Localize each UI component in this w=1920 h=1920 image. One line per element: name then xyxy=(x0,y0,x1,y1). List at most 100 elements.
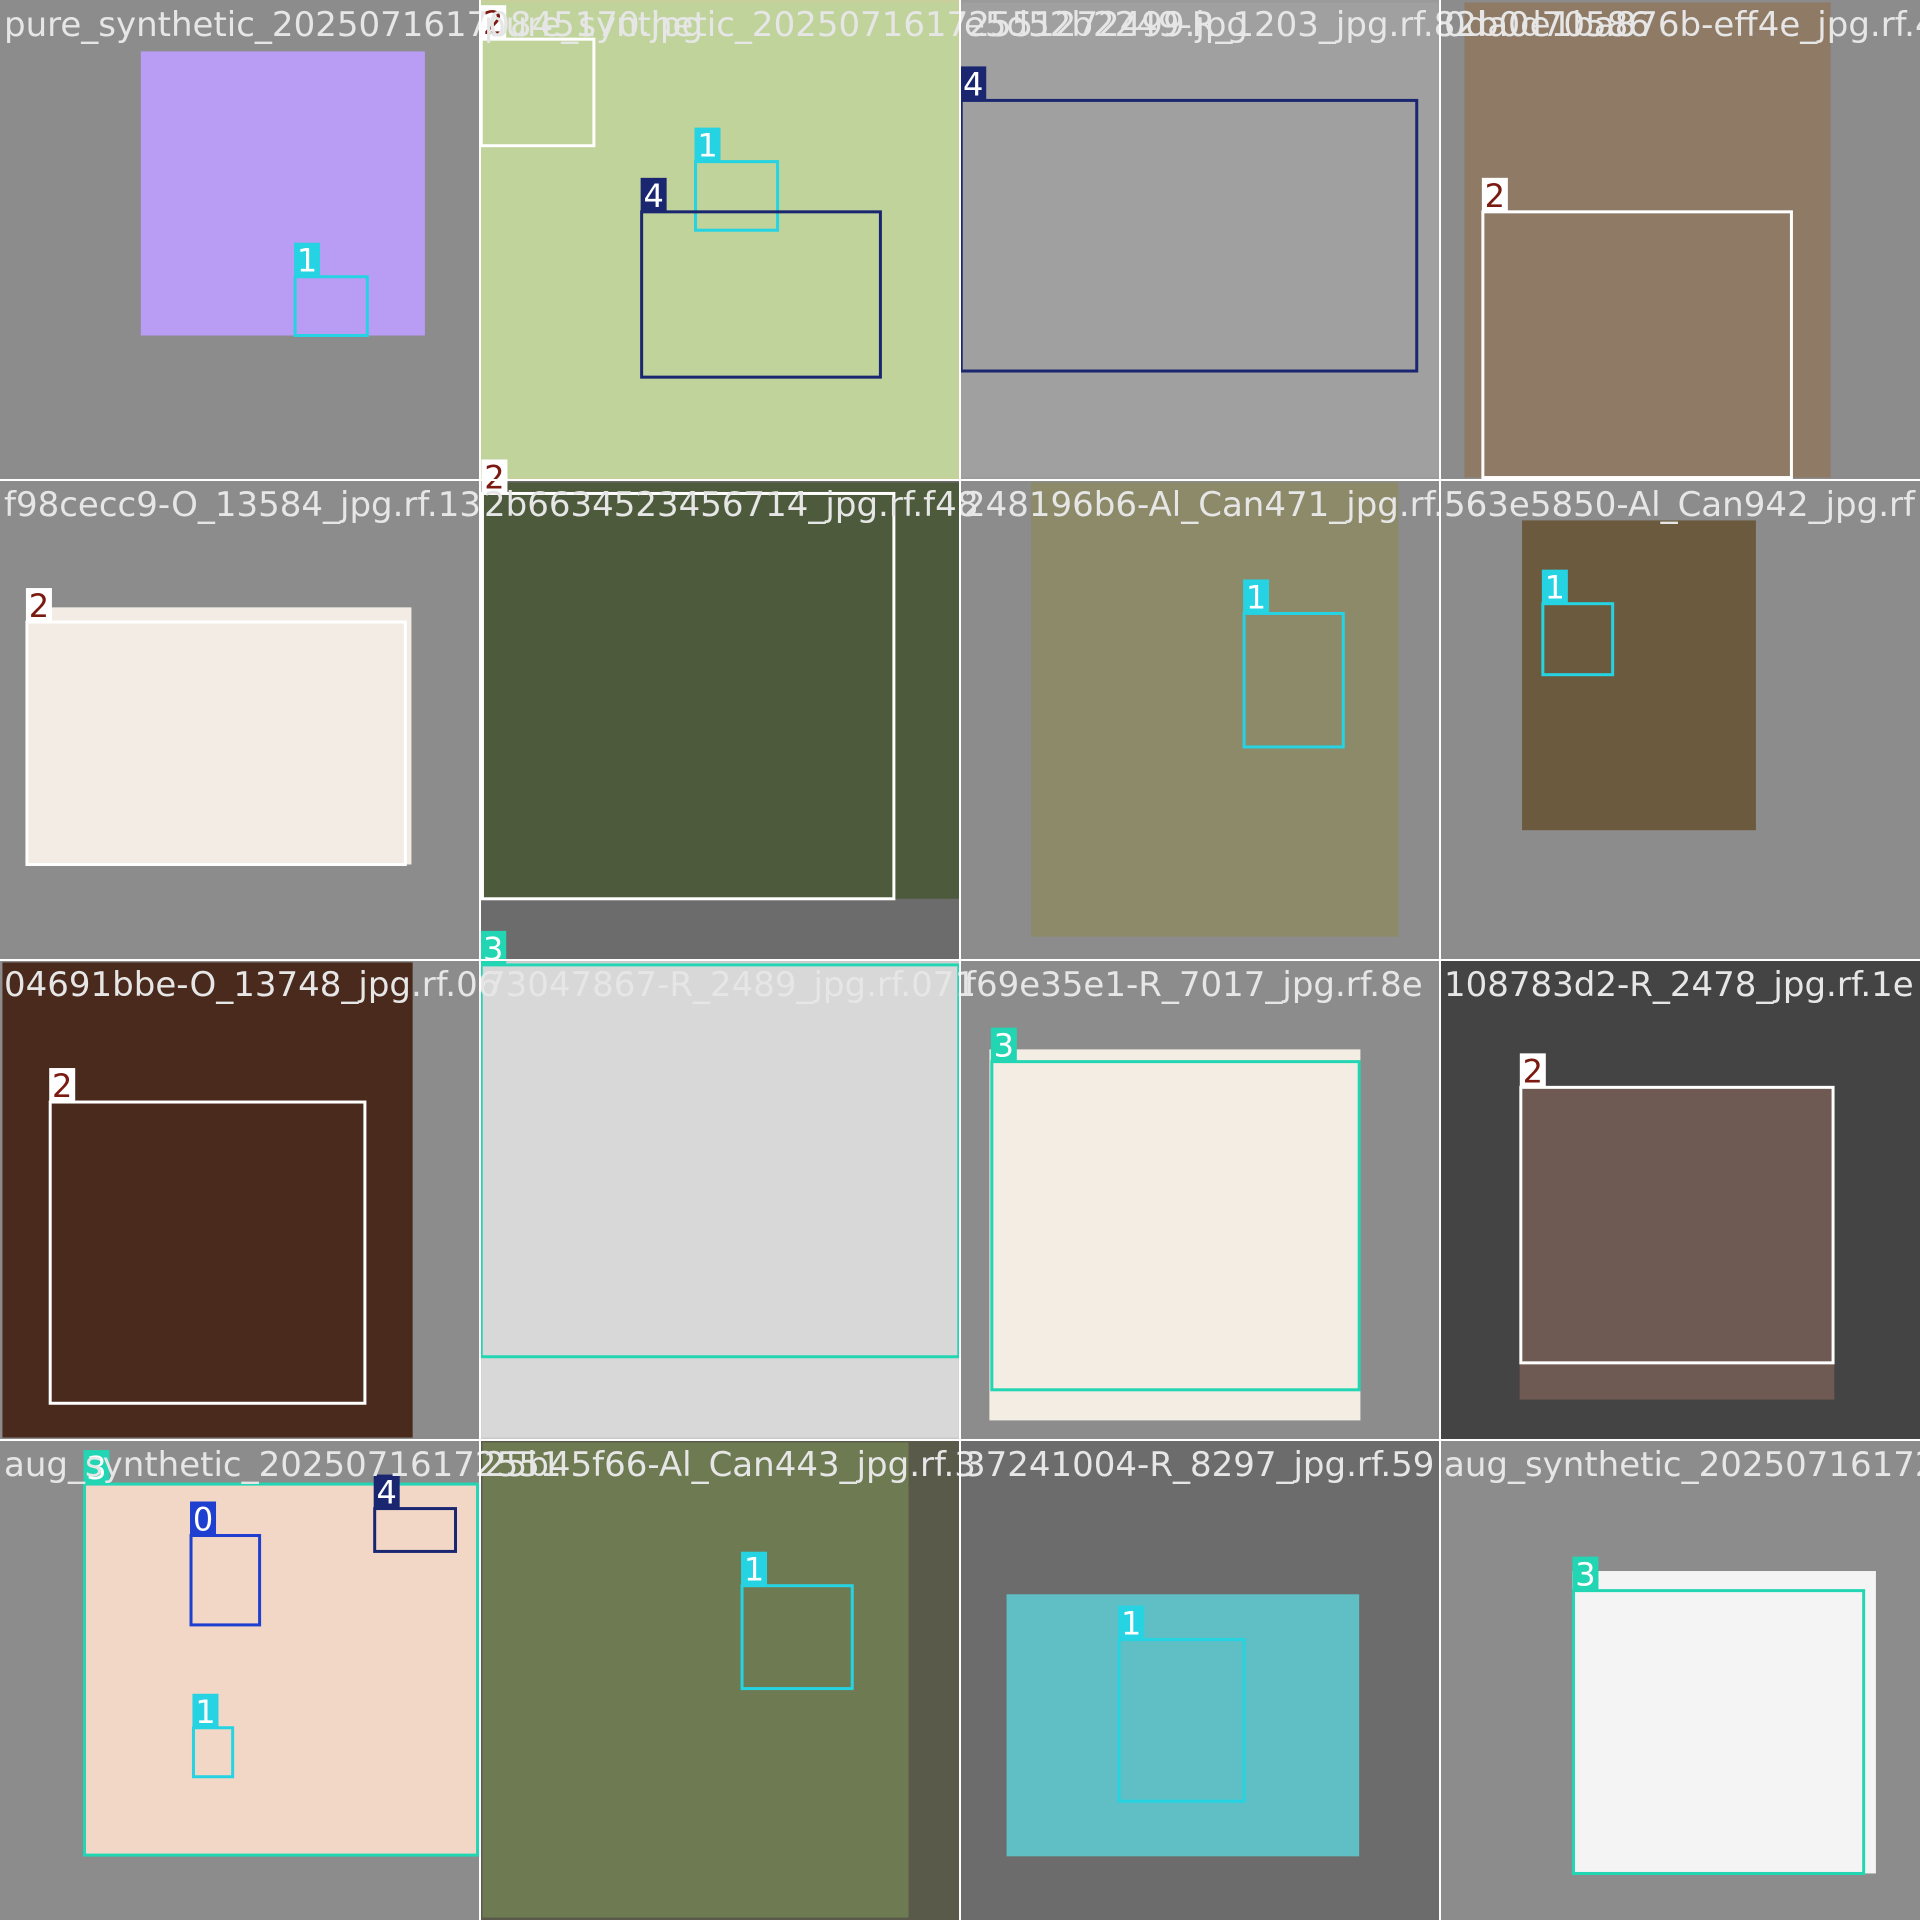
bounding-box xyxy=(694,160,780,232)
filename: f98cecc9-O_13584_jpg.rf.13 xyxy=(4,485,481,525)
box-label: 4 xyxy=(643,177,663,215)
filename: 73047867-R_2489_jpg.rf.071 xyxy=(484,965,976,1005)
tile-image xyxy=(961,2,1439,478)
tile xyxy=(480,480,960,960)
box-label: 1 xyxy=(1121,1605,1141,1643)
bounding-box xyxy=(373,1507,458,1553)
bounding-box xyxy=(189,1534,262,1627)
filename: 248196b6-Al_Can471_jpg.rf.56 xyxy=(964,485,1487,525)
tile xyxy=(0,480,480,960)
box-label-bg xyxy=(990,1027,1017,1062)
box-label: 3 xyxy=(994,1027,1014,1065)
box-label: 1 xyxy=(1246,578,1266,616)
box-label: 3 xyxy=(483,930,503,968)
tile xyxy=(1440,1440,1920,1920)
box-label: 4 xyxy=(377,1474,397,1512)
box-label: 1 xyxy=(1545,569,1565,607)
box-label: 2 xyxy=(1523,1052,1543,1090)
box-label: 1 xyxy=(297,242,317,280)
filename: 37241004-R_8297_jpg.rf.59 xyxy=(964,1445,1434,1485)
bounding-box xyxy=(959,98,1419,373)
tile xyxy=(960,1440,1440,1920)
box-label-bg xyxy=(25,588,52,623)
box-label: 2 xyxy=(52,1067,72,1105)
box-label: 2 xyxy=(484,458,504,496)
bounding-box xyxy=(990,1060,1361,1392)
box-label-bg xyxy=(1541,569,1568,604)
tile-image xyxy=(2,962,413,1438)
bounding-box xyxy=(293,275,369,338)
filename: 25b45f66-Al_Can443_jpg.rf.3 xyxy=(484,1445,976,1485)
box-label: 1 xyxy=(744,1551,764,1589)
tile-image xyxy=(26,607,412,865)
tile-image xyxy=(482,1442,909,1918)
tile xyxy=(0,960,480,1440)
bounding-box xyxy=(82,1482,480,1857)
box-label-bg xyxy=(1118,1605,1145,1640)
box-label: 1 xyxy=(697,127,717,165)
filename: 563e5850-Al_Can942_jpg.rf xyxy=(1444,485,1916,525)
tile-image xyxy=(1006,1594,1360,1857)
bounding-box xyxy=(1117,1638,1246,1803)
box-label-bg xyxy=(49,1068,76,1103)
tile-image xyxy=(1519,1087,1835,1400)
box-label-bg xyxy=(741,1551,768,1586)
box-label: 1 xyxy=(195,1693,215,1731)
box-label: 4 xyxy=(963,65,983,103)
tile-image xyxy=(481,962,959,1438)
filename: pure_synthetic_20250716170845170.jpg xyxy=(4,5,703,45)
bounding-box xyxy=(479,37,596,148)
box-label-bg xyxy=(190,1501,217,1536)
tile xyxy=(960,960,1440,1440)
filename: 2b6634523456714_jpg.rf.f48 xyxy=(484,485,978,525)
bounding-box xyxy=(1571,1589,1866,1875)
bounding-box xyxy=(48,1100,367,1405)
tile xyxy=(1440,480,1920,960)
bounding-box xyxy=(1541,602,1615,677)
box-label-bg xyxy=(1243,579,1270,614)
filename: aug_synthetic_20250716172 xyxy=(1444,1445,1920,1485)
tile-image xyxy=(481,2,958,478)
tile-image xyxy=(989,1049,1361,1421)
box-label: 2 xyxy=(29,587,49,625)
tile xyxy=(960,480,1440,960)
tile xyxy=(960,0,1440,480)
filename: f69e35e1-R_7017_jpg.rf.8e xyxy=(964,965,1423,1005)
bounding-box xyxy=(479,963,961,1359)
box-label: 2 xyxy=(1485,177,1505,215)
tile-image xyxy=(140,51,425,336)
tile xyxy=(480,0,960,480)
filename: 04691bbe-O_13748_jpg.rf.06 xyxy=(4,965,499,1005)
box-label-bg xyxy=(192,1693,219,1728)
bounding-box xyxy=(740,1584,854,1691)
box-label: 0 xyxy=(193,1501,213,1539)
box-label-bg xyxy=(373,1474,400,1509)
tile xyxy=(480,1440,960,1920)
tile-image xyxy=(1031,482,1399,937)
bounding-box xyxy=(480,491,896,901)
bounding-box xyxy=(1481,210,1793,480)
box-label-bg xyxy=(480,5,507,40)
filename: pure_synthetic_20250716172551272499.jpg xyxy=(484,5,1248,45)
tile-image xyxy=(1572,1571,1876,1874)
box-label-bg xyxy=(1481,177,1508,212)
filename: aug_synthetic_20250716172551 xyxy=(4,1445,561,1485)
tile xyxy=(0,1440,480,1920)
tile-image xyxy=(1464,2,1831,478)
tile-image xyxy=(482,482,960,899)
box-label-bg xyxy=(481,459,508,494)
tile xyxy=(480,960,960,1440)
box-label-bg xyxy=(1519,1053,1546,1088)
filename: 0da0e1ba876b-eff4e_jpg.rf.4b9e xyxy=(1444,5,1920,45)
box-label-bg xyxy=(294,242,321,277)
tile xyxy=(1440,960,1920,1440)
box-label: 2 xyxy=(483,4,503,42)
tile xyxy=(0,0,480,480)
bounding-box xyxy=(1242,611,1345,749)
filename: 108783d2-R_2478_jpg.rf.1e xyxy=(1444,965,1914,1005)
bounding-box xyxy=(25,620,407,866)
tile xyxy=(1440,0,1920,480)
tile-image xyxy=(84,1484,478,1856)
